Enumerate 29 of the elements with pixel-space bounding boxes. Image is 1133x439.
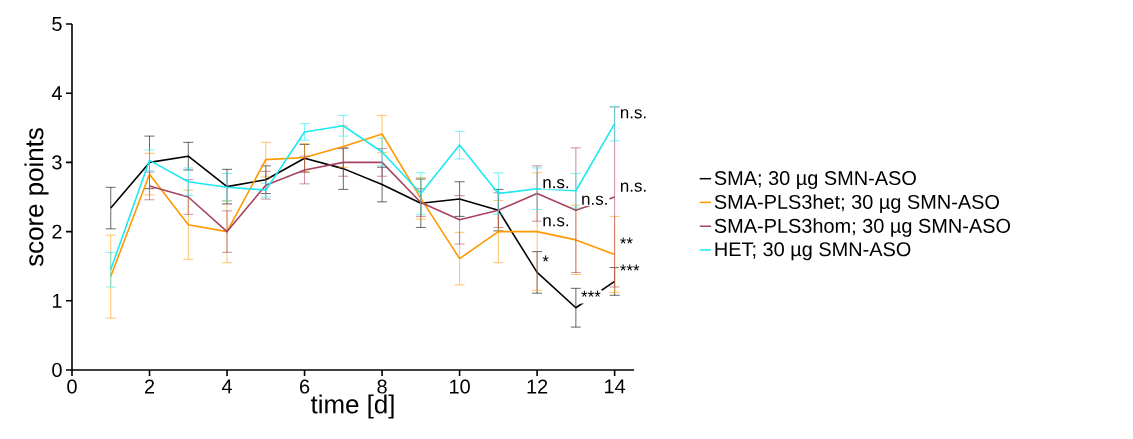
y-tick-label: 4 (51, 86, 62, 101)
annotation: n.s. (620, 109, 646, 119)
x-tick-label: 10 (450, 379, 470, 394)
x-tick-label: 8 (377, 379, 387, 394)
legend-label: HET; 30 µg SMN-ASO (715, 242, 911, 261)
annotation: * (542, 255, 549, 262)
x-axis-title: time [d] (310, 394, 394, 419)
y-tick-label: 0 (52, 362, 62, 378)
legend-label: SMA-PLS3het; 30 µg SMN-ASO (714, 194, 999, 213)
annotation: n.s. (543, 217, 569, 227)
x-tick-label: 12 (527, 379, 548, 394)
y-axis-title: score points (24, 128, 49, 267)
y-tick-label: 5 (52, 17, 62, 31)
legend-label: SMA-PLS3hom; 30 µg SMN-ASO (714, 218, 1011, 237)
x-tick-label: 0 (67, 379, 77, 394)
x-tick-label: 4 (221, 379, 232, 394)
annotation: n.s. (620, 182, 646, 192)
annotation: ** (620, 237, 633, 244)
annotation: n.s. (582, 195, 607, 205)
y-tick-label: 2 (52, 224, 62, 239)
y-tick-label: 3 (52, 155, 62, 170)
x-tick-label: 6 (300, 379, 310, 394)
legend-label: SMA; 30 µg SMN-ASO (714, 170, 916, 190)
annotation: *** (581, 290, 601, 297)
annotation: n.s. (543, 179, 569, 189)
x-tick-label: 2 (144, 379, 155, 394)
x-tick-label: 14 (605, 379, 626, 394)
annotation: *** (620, 264, 640, 271)
y-tick-label: 1 (52, 293, 62, 308)
